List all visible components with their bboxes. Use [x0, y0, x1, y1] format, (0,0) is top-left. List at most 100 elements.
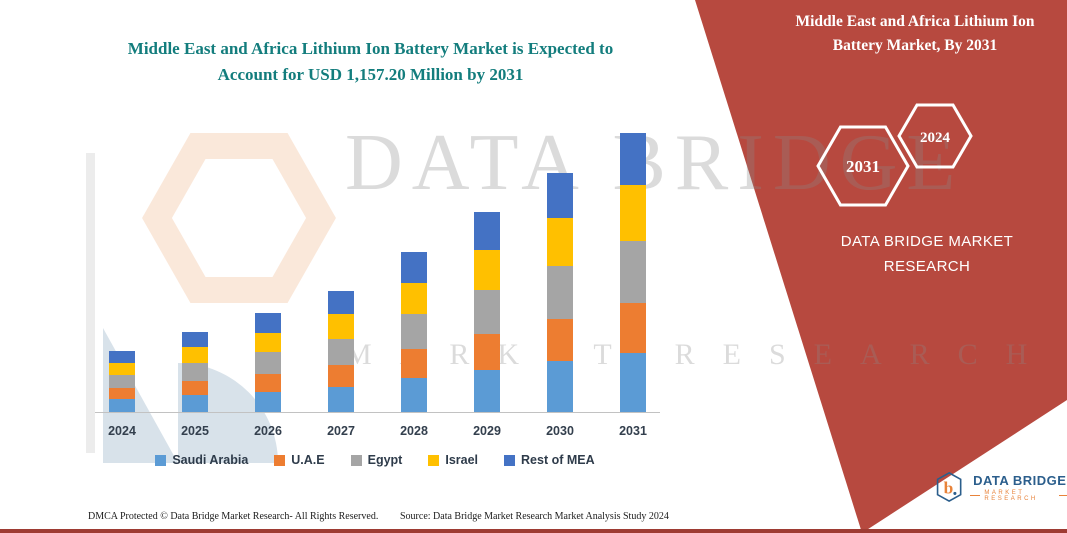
segment-israel-2027	[328, 314, 354, 339]
segment-israel-2024	[109, 362, 135, 375]
segment-u-a-e-2025	[182, 380, 208, 396]
bar-slot-2028	[397, 130, 431, 412]
segment-egypt-2025	[182, 363, 208, 381]
x-tick-2028: 2028	[400, 424, 428, 438]
segment-saudi-arabia-2031	[620, 352, 646, 412]
segment-israel-2031	[620, 185, 646, 242]
segment-u-a-e-2028	[401, 349, 427, 379]
segment-rest-of-mea-2024	[109, 350, 135, 363]
segment-israel-2028	[401, 282, 427, 315]
segment-saudi-arabia-2026	[255, 391, 281, 412]
brand-logo-dot	[953, 491, 957, 495]
legend-label-saudi-arabia: Saudi Arabia	[172, 453, 249, 467]
legend-item-israel: Israel	[428, 453, 478, 467]
segment-u-a-e-2027	[328, 365, 354, 387]
brand-logo-name: DATA BRIDGE	[973, 472, 1067, 488]
stacked-bar-2027	[328, 130, 354, 412]
x-tick-2024: 2024	[108, 424, 136, 438]
segment-u-a-e-2024	[109, 387, 135, 399]
segment-egypt-2027	[328, 338, 354, 366]
badge-2031-label: 2031	[846, 157, 880, 176]
legend-label-egypt: Egypt	[367, 453, 403, 467]
segment-israel-2025	[182, 347, 208, 364]
bar-slot-2024	[105, 130, 139, 412]
segment-u-a-e-2031	[620, 302, 646, 353]
chart-title-line1: Middle East and Africa Lithium Ion Batte…	[127, 39, 614, 58]
side-panel-shape	[695, 0, 1067, 533]
legend-swatch-egypt	[350, 454, 362, 466]
legend-label-u-a-e: U.A.E	[291, 453, 325, 467]
legend: Saudi Arabia U.A.E Egypt Israel Rest of MEA	[75, 453, 675, 467]
footer-divider-line	[0, 529, 1067, 533]
badge-2024-label: 2024	[920, 130, 951, 146]
footer-source: Source: Data Bridge Market Research Mark…	[400, 511, 669, 522]
stacked-bar-2030	[547, 130, 573, 412]
footer-dmca: DMCA Protected © Data Bridge Market Rese…	[88, 511, 379, 522]
brand-logo-hexagon	[936, 471, 962, 503]
segment-rest-of-mea-2030	[547, 173, 573, 219]
brand-logo-b-glyph: b	[944, 478, 954, 497]
legend-swatch-saudi-arabia	[155, 454, 167, 466]
bar-slot-2030	[543, 130, 577, 412]
x-tick-2025: 2025	[181, 424, 209, 438]
segment-rest-of-mea-2025	[182, 331, 208, 348]
legend-label-israel: Israel	[445, 453, 479, 467]
legend-label-rest-of-mea: Rest of MEA	[521, 453, 595, 467]
segment-saudi-arabia-2029	[474, 369, 500, 412]
chart-title: Middle East and Africa Lithium Ion Batte…	[88, 36, 653, 87]
segment-rest-of-mea-2031	[620, 133, 646, 186]
hexagon-2031-badge	[816, 125, 910, 207]
brand-logo-tagline: MARKET RESEARCH	[970, 490, 1067, 502]
stacked-bar-2028	[401, 130, 427, 412]
bar-slot-2029	[470, 130, 504, 412]
segment-egypt-2026	[255, 352, 281, 375]
segment-egypt-2030	[547, 265, 573, 319]
side-panel-title: Middle East and Africa Lithium Ion Batte…	[795, 13, 1035, 55]
segment-egypt-2031	[620, 241, 646, 303]
segment-saudi-arabia-2024	[109, 398, 135, 412]
brand-logo-text: DATA BRIDGE MARKET RESEARCH	[970, 473, 1067, 502]
segment-saudi-arabia-2025	[182, 395, 208, 412]
side-panel-brand-text: DATA BRIDGE MARKET RESEARCH	[840, 233, 1014, 275]
x-tick-2029: 2029	[473, 424, 501, 438]
legend-item-egypt: Egypt	[350, 453, 403, 467]
x-tick-2026: 2026	[254, 424, 282, 438]
brand-logo-icon: b	[936, 471, 962, 503]
segment-israel-2029	[474, 249, 500, 290]
x-tick-2027: 2027	[327, 424, 355, 438]
stacked-bar-2025	[182, 130, 208, 412]
segment-saudi-arabia-2028	[401, 378, 427, 412]
bar-slot-2026	[251, 130, 285, 412]
stacked-bar-2024	[109, 130, 135, 412]
plot-area	[95, 130, 660, 413]
legend-item-rest-of-mea: Rest of MEA	[504, 453, 595, 467]
segment-rest-of-mea-2026	[255, 313, 281, 333]
segment-saudi-arabia-2027	[328, 386, 354, 412]
legend-swatch-rest-of-mea	[504, 454, 516, 466]
stacked-bar-2031	[620, 130, 646, 412]
bar-slot-2027	[324, 130, 358, 412]
stacked-bar-2026	[255, 130, 281, 412]
segment-saudi-arabia-2030	[547, 361, 573, 412]
bar-slot-2025	[178, 130, 212, 412]
segment-egypt-2024	[109, 374, 135, 388]
segment-egypt-2029	[474, 289, 500, 334]
chart-title-line2: Account for USD 1,157.20 Million by 2031	[217, 64, 524, 84]
hexagon-2024-badge	[897, 103, 973, 169]
x-tick-2031: 2031	[619, 424, 647, 438]
year-badges: 2031 2024	[816, 103, 973, 207]
stacked-bar-2029	[474, 130, 500, 412]
legend-swatch-u-a-e	[274, 454, 286, 466]
segment-u-a-e-2030	[547, 318, 573, 362]
brand-logo: b DATA BRIDGE MARKET RESEARCH	[935, 465, 1067, 509]
segment-israel-2026	[255, 332, 281, 353]
x-tick-2030: 2030	[546, 424, 574, 438]
bar-slot-2031	[616, 130, 650, 412]
segment-u-a-e-2026	[255, 374, 281, 392]
legend-item-u-a-e: U.A.E	[274, 453, 325, 467]
segment-egypt-2028	[401, 314, 427, 350]
segment-u-a-e-2029	[474, 333, 500, 370]
legend-swatch-israel	[428, 454, 440, 466]
